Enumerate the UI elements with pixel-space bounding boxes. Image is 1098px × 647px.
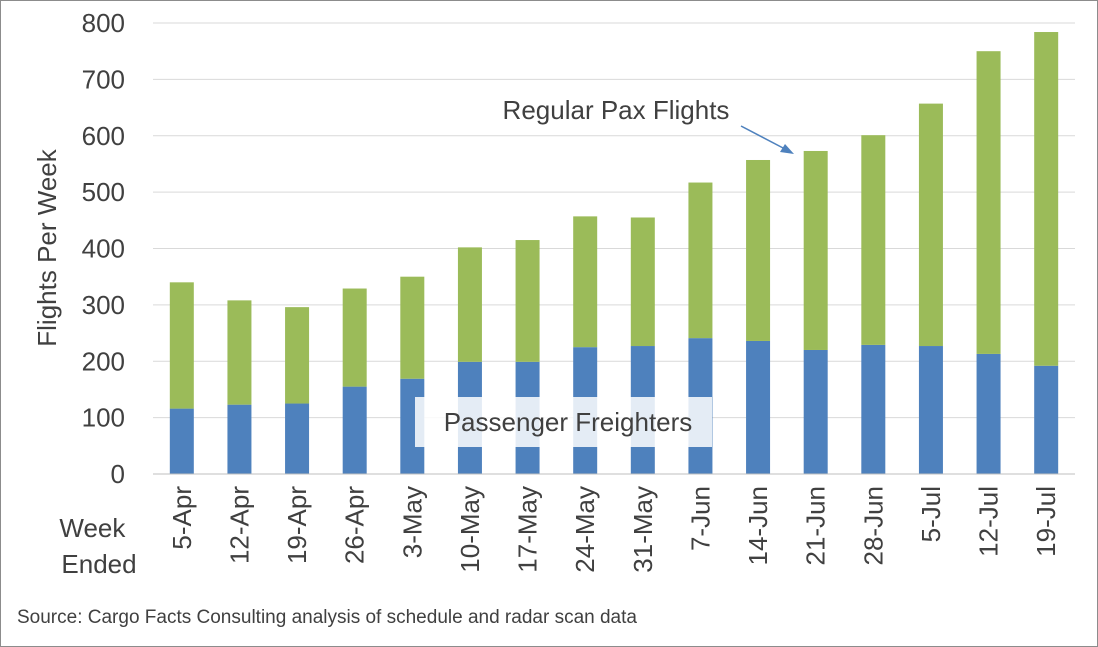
bar-passenger-freighters	[803, 349, 828, 474]
y-tick-label: 500	[82, 177, 125, 207]
bar-regular-pax-flights	[342, 288, 367, 387]
y-axis-title: Flights Per Week	[32, 148, 62, 346]
x-tick-label: 26-Apr	[340, 486, 370, 564]
x-tick-label: 10-May	[455, 486, 485, 573]
x-tick-label: 17-May	[513, 486, 543, 573]
bar-regular-pax-flights	[515, 240, 540, 362]
bar-regular-pax-flights	[400, 276, 425, 379]
y-tick-label: 600	[82, 121, 125, 151]
x-tick-label: 5-Jul	[916, 486, 946, 542]
bar-passenger-freighters	[285, 403, 310, 474]
bar-regular-pax-flights	[573, 216, 598, 348]
x-tick-label: 14-Jun	[743, 486, 773, 566]
regular-pax-flights-label: Regular Pax Flights	[503, 95, 730, 125]
bar-passenger-freighters	[976, 353, 1001, 474]
x-tick-label: 12-Jul	[974, 486, 1004, 557]
bar-regular-pax-flights	[285, 307, 310, 404]
bar-regular-pax-flights	[457, 247, 482, 362]
x-tick-label: 5-Apr	[167, 486, 197, 550]
y-tick-label: 0	[111, 459, 125, 489]
bar-passenger-freighters	[1034, 365, 1059, 474]
bar-regular-pax-flights	[746, 159, 771, 341]
bar-regular-pax-flights	[630, 217, 655, 347]
bar-passenger-freighters	[227, 404, 252, 474]
y-tick-label: 100	[82, 403, 125, 433]
x-axis-title-line-1: Week	[59, 513, 126, 543]
x-axis-title: Week Ended	[59, 513, 136, 579]
bar-regular-pax-flights	[169, 282, 194, 409]
y-tick-label: 700	[82, 64, 125, 94]
passenger-freighters-label: Passenger Freighters	[444, 407, 693, 437]
bar-regular-pax-flights	[861, 135, 886, 345]
bar-passenger-freighters	[342, 386, 367, 474]
x-tick-label: 21-Jun	[801, 486, 831, 566]
y-tick-label: 800	[82, 8, 125, 38]
y-tick-label: 200	[82, 346, 125, 376]
bar-passenger-freighters	[746, 340, 771, 474]
bar-regular-pax-flights	[803, 150, 828, 350]
y-tick-label: 400	[82, 234, 125, 264]
x-tick-label: 19-Jul	[1031, 486, 1061, 557]
bar-regular-pax-flights	[1034, 32, 1059, 366]
x-tick-label: 7-Jun	[685, 486, 715, 551]
bar-regular-pax-flights	[227, 300, 252, 405]
source-note: Source: Cargo Facts Consulting analysis …	[17, 607, 637, 628]
bar-regular-pax-flights	[976, 51, 1001, 354]
annotation-arrow-head	[780, 144, 794, 154]
x-tick-label: 3-May	[397, 486, 427, 558]
bar-regular-pax-flights	[918, 103, 943, 347]
bar-passenger-freighters	[169, 408, 194, 474]
x-axis-title-line-2: Ended	[61, 549, 136, 579]
bars	[169, 32, 1059, 474]
bar-passenger-freighters	[861, 344, 886, 474]
annotation-arrow-shaft	[740, 125, 786, 150]
y-tick-label: 300	[82, 290, 125, 320]
x-tick-label: 19-Apr	[282, 486, 312, 564]
bar-regular-pax-flights	[688, 182, 713, 339]
bar-passenger-freighters	[918, 346, 943, 474]
x-tick-label: 24-May	[570, 486, 600, 573]
x-tick-labels: 5-Apr 12-Apr 19-Apr 26-Apr 3-May 10-May 17-May…	[167, 486, 1061, 573]
freighter-label-background	[415, 397, 712, 447]
y-tick-labels: 0 100 200 300 400 500 600 700 800	[82, 8, 125, 489]
x-tick-label: 31-May	[628, 486, 658, 573]
x-tick-label: 12-Apr	[224, 486, 254, 564]
x-tick-label: 28-Jun	[858, 486, 888, 566]
